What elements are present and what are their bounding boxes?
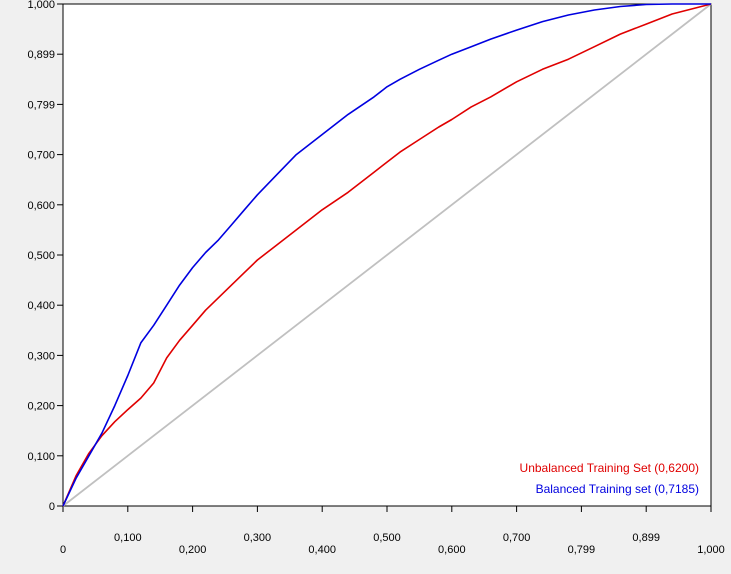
x-tick-label: 0,799 <box>568 544 596 556</box>
x-tick-label: 0,100 <box>114 532 142 544</box>
x-tick-label: 0,600 <box>438 544 466 556</box>
x-tick-label: 0 <box>60 544 66 556</box>
y-tick-label: 0,600 <box>27 200 55 212</box>
y-tick-label: 0,700 <box>27 150 55 162</box>
y-tick-label: 1,000 <box>27 0 55 11</box>
x-tick-label: 1,000 <box>697 544 725 556</box>
x-tick-label: 0,899 <box>632 532 660 544</box>
y-tick-label: 0,500 <box>27 250 55 262</box>
legend-entry: Balanced Training set (0,7185) <box>536 482 699 496</box>
x-tick-label: 0,300 <box>244 532 272 544</box>
y-tick-label: 0,300 <box>27 350 55 362</box>
x-tick-label: 0,200 <box>179 544 207 556</box>
legend-entry: Unbalanced Training Set (0,6200) <box>520 461 699 475</box>
y-tick-label: 0,400 <box>27 300 55 312</box>
x-tick-label: 0,500 <box>373 532 401 544</box>
series-line-0 <box>62 3 712 507</box>
series-layer <box>62 3 712 507</box>
x-tick-label: 0,700 <box>503 532 531 544</box>
y-tick-label: 0 <box>49 501 55 513</box>
y-tick-label: 0,100 <box>27 451 55 463</box>
diagonal-reference-line <box>62 3 712 507</box>
y-tick-label: 0,899 <box>27 49 55 61</box>
series-line-1 <box>62 3 711 507</box>
legend: Unbalanced Training Set (0,6200) Balanced… <box>520 461 699 496</box>
x-tick-label: 0,400 <box>308 544 336 556</box>
y-tick-label: 0,799 <box>27 99 55 111</box>
ticks-layer: 0 0,100 0,200 0,300 0,400 0,500 0,600 0,700 0,79… <box>27 0 724 556</box>
y-tick-label: 0,200 <box>27 401 55 413</box>
